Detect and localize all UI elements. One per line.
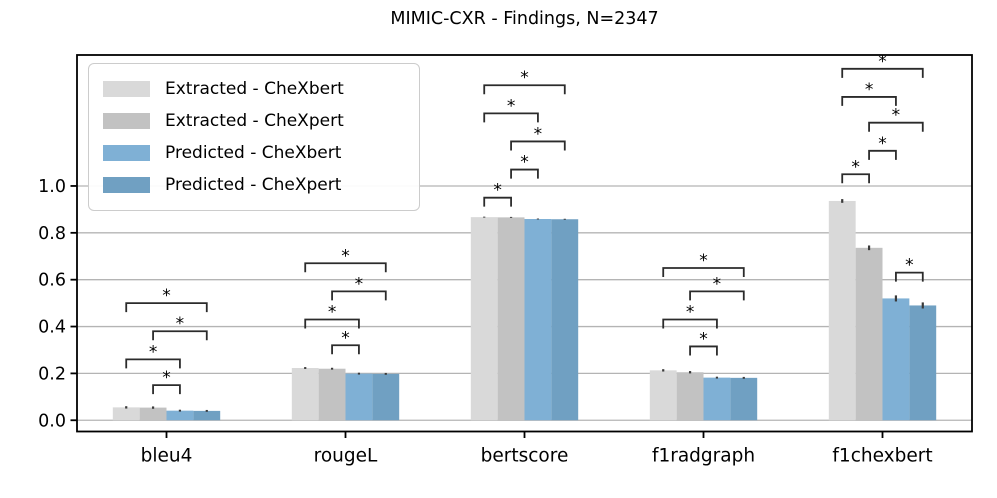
significance-asterisk: * [699, 251, 708, 271]
significance-asterisk: * [878, 52, 887, 72]
significance-asterisk: * [520, 153, 529, 173]
legend: Extracted - CheXbert Extracted - CheXper… [88, 63, 420, 211]
bar [828, 200, 856, 421]
legend-swatch-predicted-chexbert [103, 145, 150, 161]
legend-item: Predicted - CheXbert [103, 138, 405, 168]
bars-series-1 [139, 216, 883, 421]
bar [676, 372, 704, 421]
y-tick-label: 0.6 [38, 271, 66, 291]
bar [166, 410, 194, 421]
bar [470, 217, 498, 421]
bar [139, 407, 167, 421]
significance-asterisk: * [341, 328, 350, 348]
bar [318, 368, 346, 421]
bar [909, 305, 937, 421]
bar [855, 247, 883, 421]
significance-asterisk: * [713, 274, 722, 294]
bar [497, 217, 525, 421]
legend-swatch-extracted-chexpert [103, 113, 150, 129]
significance-asterisk: * [905, 256, 914, 276]
legend-item: Extracted - CheXbert [103, 74, 405, 104]
significance-bracket [662, 318, 718, 329]
significance-bracket [689, 345, 718, 356]
significance-bracket [304, 262, 387, 273]
legend-swatch-extracted-chexbert [103, 81, 150, 97]
bar [551, 219, 579, 421]
significance-asterisk: * [149, 342, 158, 362]
y-tick-label: 0.4 [38, 318, 66, 338]
legend-item: Extracted - CheXpert [103, 106, 405, 136]
x-tick-label: f1radgraph [652, 446, 755, 467]
y-tick-label: 0.0 [38, 411, 66, 431]
significance-bracket [483, 84, 566, 95]
significance-bracket [841, 67, 924, 78]
significance-bracket [483, 112, 539, 123]
significance-asterisk: * [176, 314, 185, 334]
y-tick-label: 0.2 [38, 364, 66, 384]
significance-asterisk: * [878, 134, 887, 154]
significance-bracket [689, 290, 745, 301]
significance-asterisk: * [534, 124, 543, 144]
legend-swatch-predicted-chexpert [103, 177, 150, 193]
bar [882, 298, 910, 421]
significance-bracket [868, 149, 897, 160]
bar [703, 377, 731, 421]
significance-bracket [868, 121, 924, 132]
chart-title: MIMIC-CXR - Findings, N=2347 [390, 9, 659, 29]
significance-bracket [152, 330, 208, 341]
significance-asterisk: * [162, 286, 171, 306]
legend-label: Predicted - CheXbert [165, 143, 342, 163]
significance-asterisk: * [341, 246, 350, 266]
legend-label: Extracted - CheXpert [165, 111, 344, 131]
significance-bracket [662, 267, 745, 277]
legend-item: Predicted - CheXpert [103, 170, 405, 200]
bar [291, 368, 319, 421]
significance-bracket [841, 173, 870, 184]
bar [524, 219, 552, 421]
significance-bracket [331, 344, 360, 355]
significance-asterisk: * [493, 181, 502, 201]
significance-bracket [483, 196, 512, 207]
significance-bracket [510, 140, 566, 151]
significance-asterisk: * [507, 96, 516, 116]
x-tick-label: bleu4 [141, 446, 193, 467]
x-tick-label: rougeL [314, 446, 378, 467]
x-tick-label: bertscore [481, 446, 569, 467]
significance-asterisk: * [328, 303, 337, 323]
bar [730, 377, 758, 421]
significance-bracket [152, 384, 181, 395]
legend-label: Predicted - CheXpert [165, 175, 342, 195]
bar [649, 370, 677, 421]
significance-asterisk: * [162, 368, 171, 388]
bar [372, 373, 400, 421]
significance-asterisk: * [851, 157, 860, 177]
x-tick-label: f1chexbert [832, 446, 932, 467]
bars-series-2 [166, 218, 910, 421]
significance-bracket [304, 318, 360, 329]
y-tick-label: 1.0 [38, 177, 66, 197]
bars-series-3 [193, 218, 937, 421]
significance-bracket [125, 358, 181, 369]
bar [345, 373, 373, 421]
significance-asterisk: * [355, 274, 364, 294]
legend-label: Extracted - CheXbert [165, 79, 344, 99]
bar [193, 410, 221, 421]
significance-asterisk: * [699, 329, 708, 349]
y-tick-label: 0.8 [38, 224, 66, 244]
significance-asterisk: * [686, 303, 695, 323]
significance-asterisk: * [865, 80, 874, 100]
significance-bracket [331, 290, 387, 301]
significance-bracket [125, 302, 208, 313]
bar [112, 407, 140, 421]
significance-asterisk: * [520, 68, 529, 88]
bars-series-0 [112, 199, 856, 421]
significance-asterisk: * [892, 106, 901, 126]
significance-bracket [841, 96, 897, 106]
significance-bracket [895, 271, 924, 282]
significance-bracket [510, 168, 539, 179]
